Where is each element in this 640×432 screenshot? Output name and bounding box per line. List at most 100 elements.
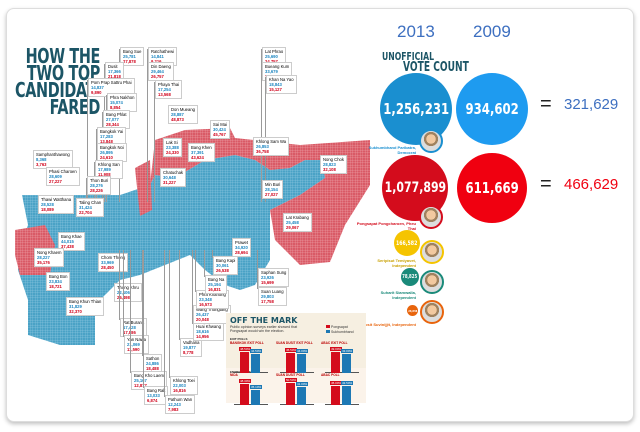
district-label: Dusit 17,366 21,818 <box>105 62 124 81</box>
pongsapat-bar <box>240 351 249 373</box>
equals-sign: = <box>540 173 552 195</box>
district-label: Bang Bon 23,834 18,721 <box>46 272 71 291</box>
sukhumbhand-bar <box>297 387 306 405</box>
district-name: Ratchathewi <box>151 49 175 54</box>
district-name: Sai Mai <box>213 122 227 127</box>
poll-name: ABAC EXIT POLL <box>321 341 348 345</box>
sukhumbhand-votes: 44,015 <box>61 239 74 244</box>
district-label: Pathum Wan 12,243 7,983 <box>165 395 196 414</box>
district-name: Phra Khanong <box>199 292 226 297</box>
poll-value-label: 45.00% <box>330 380 343 385</box>
legend-pongsapat: Pongsapat <box>326 325 348 329</box>
district-name: Wang Thonglang <box>196 307 228 312</box>
pongsapat-votes: 16,831 <box>208 287 221 292</box>
pongsapat-votes: 27,227 <box>49 179 62 184</box>
sukhumbhand-votes: 18,616 <box>196 329 209 334</box>
district-name: Khan Na Yao <box>269 77 294 82</box>
leader-line <box>164 250 165 397</box>
district-label: Thawi Watthana 28,528 18,089 <box>38 195 75 214</box>
district-name: Bang Khae <box>61 234 82 239</box>
sukhumbhand-votes: 24,886 <box>146 361 159 366</box>
sukhumbhand-votes: 26,853 <box>256 144 269 149</box>
district-name: Bueang Kum <box>265 64 290 69</box>
poll-value-label: 41.00% <box>296 382 309 387</box>
sukhumbhand-votes: 13,033 <box>147 393 160 398</box>
seripisut-votes: 166,582 <box>394 230 420 256</box>
pongsapat-votes: 13,848 <box>100 139 113 144</box>
sukhumbhand-votes: 18,843 <box>269 82 282 87</box>
district-name: Prawet <box>235 240 249 245</box>
leader-line <box>119 250 120 320</box>
district-name: Bang Kapi <box>216 258 236 263</box>
sukhumbhand-votes: 21,069 <box>127 342 140 347</box>
pongsapat-votes: 18,488 <box>146 366 159 371</box>
democrat-2009-votes: 934,602 <box>456 73 528 145</box>
pongsapat-votes: 12,877 <box>134 383 147 388</box>
poll-chart: ABAC EXIT POLL 49.00% 43.00% <box>321 341 361 375</box>
sukhumbhand-votes: 17,989 <box>98 167 111 172</box>
poll-value-label: 49.00% <box>330 346 343 351</box>
pongsapat-votes: 26,757 <box>151 74 164 79</box>
district-name: Yan Nawa <box>127 337 147 342</box>
district-name: Phra Nakhon <box>110 95 135 100</box>
district-name: Saphan Sung <box>261 270 287 275</box>
district-label: Nong Chok 28,823 32,108 <box>320 155 347 174</box>
poll-chart: ABAC POLL 45.00% 43.50% <box>321 373 361 407</box>
pongsapat-votes: 11,908 <box>98 172 111 177</box>
district-label: Phaya Thai 17,254 13,568 <box>155 80 183 99</box>
district-label: Vadhana 19,877 8,778 <box>180 338 203 357</box>
pongsapat-votes: 17,886 <box>123 330 144 335</box>
panel-title: OFF THE MARK <box>230 316 298 325</box>
district-name: Taling Chan <box>79 200 102 205</box>
sukhumbhand-votes: 28,227 <box>37 255 50 260</box>
district-name: Lak Si <box>166 140 178 145</box>
pongsapat-votes: 15,699 <box>261 280 274 285</box>
sukhumbhand-votes: 17,428 <box>123 325 144 330</box>
sukhumbhand-votes: 23,926 <box>261 275 274 280</box>
candidate-name: Seripisut Temiyavet, Independent <box>377 258 416 268</box>
sukhumbhand-votes: 30,424 <box>213 127 226 132</box>
poll-value-label: 43.50% <box>341 381 354 386</box>
leader-line <box>147 64 148 202</box>
sukhumbhand-votes: 17,254 <box>158 87 171 92</box>
pongsapat-votes: 15,127 <box>269 87 282 92</box>
district-label: Khlong Sam Wa 26,853 36,758 <box>253 137 290 156</box>
poll-value-label: 43.00% <box>341 349 354 354</box>
sukhumbhand-bar <box>251 353 260 373</box>
sukhumbhand-votes: 28,609 <box>49 174 62 179</box>
district-name: Pathum Wan <box>168 397 193 402</box>
sukhumbhand-votes: 28,823 <box>323 162 336 167</box>
district-name: Vadhana <box>183 340 200 345</box>
district-name: Khlong Sam Wa <box>256 139 287 144</box>
district-name: Lat Krabang <box>286 215 309 220</box>
district-label: Chatuchak 30,648 31,227 <box>160 168 187 187</box>
pheu-thai-2009-votes: 611,669 <box>457 153 527 223</box>
pongsapat-photo <box>419 205 443 229</box>
sukhumbhand-votes: 27,077 <box>106 117 119 122</box>
pongsapat-votes: 18,089 <box>41 207 54 212</box>
pheu-thai-vote-gain: 466,629 <box>564 176 619 193</box>
title-line: HOW THE <box>25 44 101 68</box>
pongsapat-votes: 24,757 <box>265 59 283 64</box>
district-label: Rat Burana17,42817,886 <box>120 318 148 337</box>
vote-count-label-2: VOTE COUNT <box>403 60 469 75</box>
district-label: Khan Na Yao 18,843 15,127 <box>266 75 297 94</box>
district-label: Lak Si 23,388 24,330 <box>163 138 182 157</box>
pongsapat-votes: 9,890 <box>91 90 102 95</box>
leader-line <box>154 82 155 202</box>
equals-sign: = <box>540 93 552 115</box>
pongsapat-votes: 48,873 <box>171 117 184 122</box>
sukhumbhand-votes: 25,690 <box>265 54 278 59</box>
poll-chart: BANGKOK EXIT POLL 48.50% 44.50% <box>230 341 270 375</box>
leader-line <box>179 250 180 340</box>
pongsapat-bar <box>331 351 340 373</box>
district-name: Lat Phrao <box>265 49 284 54</box>
district-label: Bang Kapi 30,061 26,538 <box>213 256 239 275</box>
sukhumbhand-votes: 23,834 <box>49 279 62 284</box>
district-label: Huai Khwang 18,616 14,956 <box>193 322 224 341</box>
pongsapat-votes: 31,227 <box>163 180 176 185</box>
district-label: Khlong Toei 22,003 16,816 <box>170 376 198 395</box>
district-name: Huai Khwang <box>196 324 221 329</box>
district-name: Bang Kho Laem <box>134 373 165 378</box>
sukhumbhand-votes: 25,194 <box>208 282 221 287</box>
